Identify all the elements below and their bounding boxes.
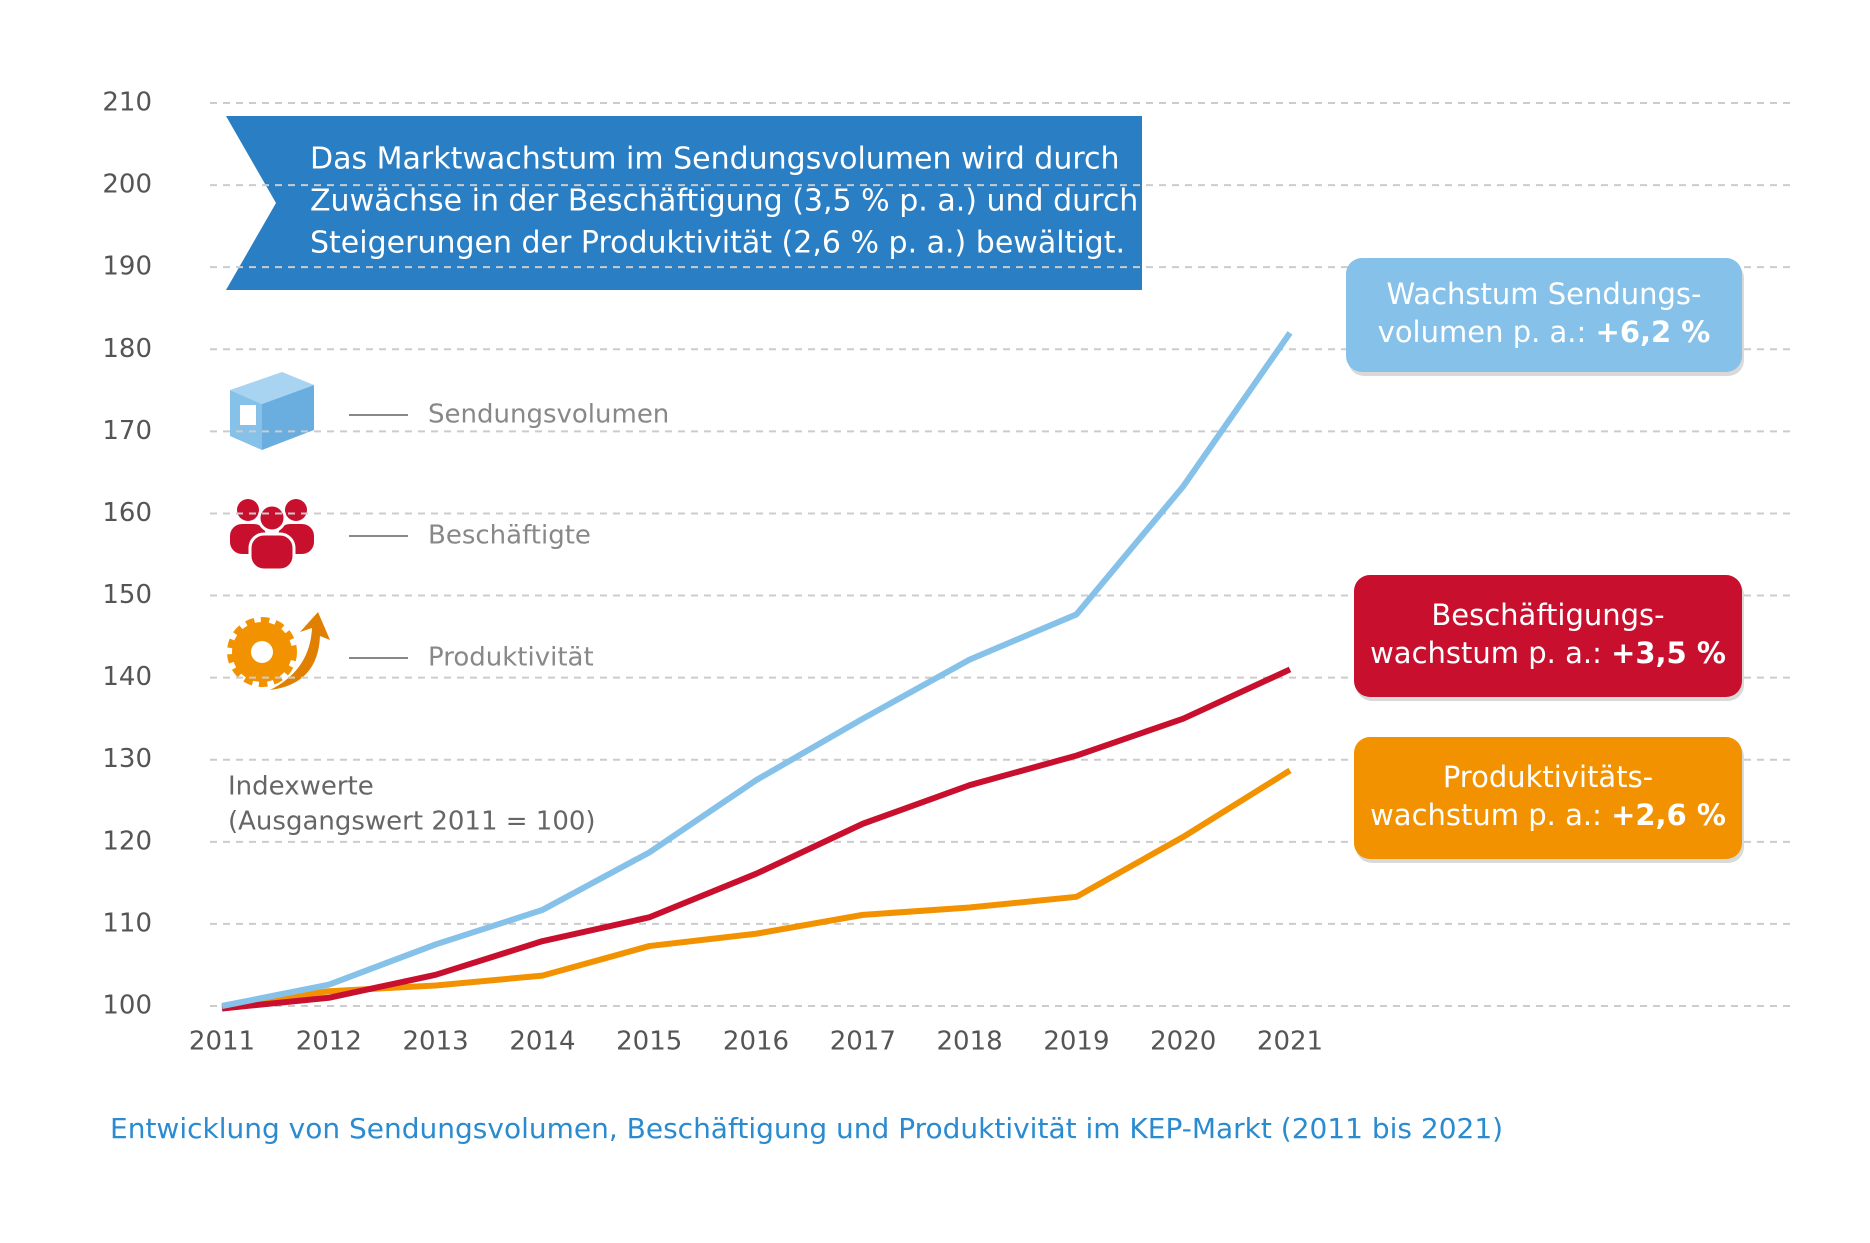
callout-text-part: wachstum p. a.:	[1370, 798, 1611, 832]
people-icon	[230, 499, 314, 572]
banner-box	[226, 116, 1142, 290]
y-tick-label: 200	[102, 170, 152, 200]
series-line	[221, 767, 1292, 1009]
y-tick-label: 180	[102, 334, 152, 364]
legend-label: Produktivität	[428, 643, 594, 673]
y-tick-label: 130	[102, 744, 152, 774]
gear-icon	[227, 612, 330, 690]
callout-highlight: +2,6 %	[1611, 798, 1726, 832]
series-line	[221, 666, 1292, 1012]
callout-text: Wachstum Sendungs-	[1386, 277, 1701, 311]
x-tick-label: 2013	[403, 1027, 469, 1057]
callout-box	[1354, 575, 1742, 697]
y-tick-label: 160	[102, 498, 152, 528]
banner-text: Zuwächse in der Beschäftigung (3,5 % p. …	[310, 184, 1138, 219]
callout-highlight: +6,2 %	[1596, 315, 1711, 349]
x-tick-label: 2014	[509, 1027, 575, 1057]
series-line	[221, 331, 1293, 1009]
legend-label: Beschäftigte	[428, 521, 591, 551]
banner-text: Das Marktwachstum im Sendungsvolumen wir…	[310, 142, 1120, 177]
callout-text: volumen p. a.: +6,2 %	[1378, 315, 1711, 349]
x-tick-label: 2018	[937, 1027, 1003, 1057]
y-tick-label: 190	[102, 252, 152, 282]
x-tick-label: 2021	[1257, 1027, 1323, 1057]
x-tick-label: 2017	[830, 1027, 896, 1057]
banner-text: Steigerungen der Produktivität (2,6 % p.…	[310, 226, 1125, 261]
y-tick-label: 120	[102, 826, 152, 856]
callout-text: wachstum p. a.: +2,6 %	[1370, 798, 1726, 832]
box-icon	[230, 372, 314, 450]
y-tick-label: 150	[102, 580, 152, 610]
callout-text: Produktivitäts-	[1443, 760, 1653, 794]
callout-highlight: +3,5 %	[1611, 636, 1726, 670]
callout-text: Beschäftigungs-	[1431, 598, 1664, 632]
callout-text-part: wachstum p. a.:	[1370, 636, 1611, 670]
callout-box	[1346, 258, 1742, 372]
x-tick-label: 2012	[296, 1027, 362, 1057]
caption: Entwicklung von Sendungsvolumen, Beschäf…	[110, 1112, 1503, 1145]
x-tick-label: 2011	[189, 1027, 255, 1057]
y-tick-label: 140	[102, 662, 152, 692]
x-tick-label: 2015	[616, 1027, 682, 1057]
x-tick-label: 2020	[1150, 1027, 1216, 1057]
x-tick-label: 2019	[1043, 1027, 1109, 1057]
y-tick-label: 210	[102, 88, 152, 118]
y-tick-label: 110	[102, 908, 152, 938]
x-tick-label: 2016	[723, 1027, 789, 1057]
legend-label: Sendungsvolumen	[428, 400, 669, 430]
callout-text-part: volumen p. a.:	[1378, 315, 1596, 349]
note-text: Indexwerte	[228, 772, 374, 802]
callout-box	[1354, 737, 1742, 859]
note-text: (Ausgangswert 2011 = 100)	[228, 807, 596, 837]
y-tick-label: 100	[102, 991, 152, 1021]
y-tick-label: 170	[102, 416, 152, 446]
callout-text: wachstum p. a.: +3,5 %	[1370, 636, 1726, 670]
